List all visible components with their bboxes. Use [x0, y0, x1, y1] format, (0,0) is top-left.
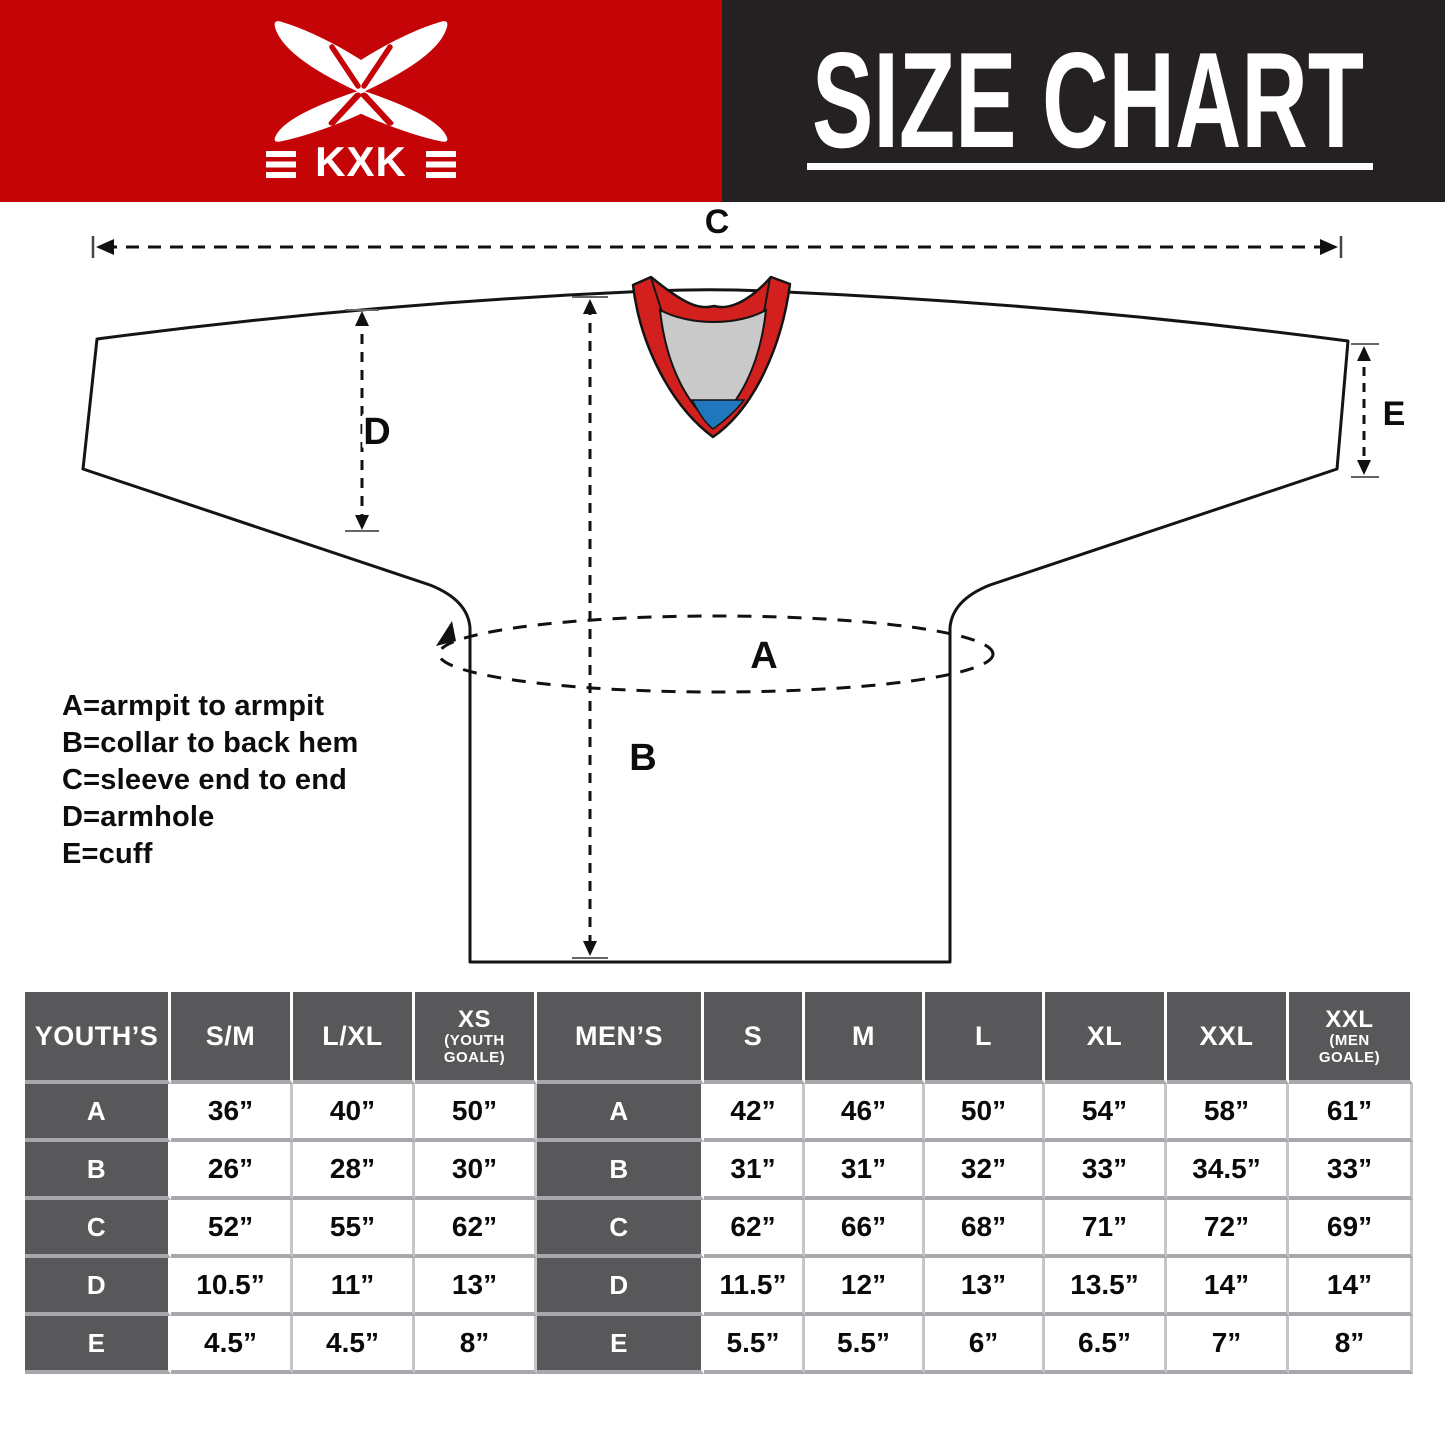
measure-arrow-b: [572, 296, 608, 959]
jersey-outline: [81, 288, 1350, 964]
size-cell: 33”: [1289, 1142, 1413, 1200]
size-cell: 50”: [925, 1084, 1045, 1142]
size-cell: 11”: [293, 1258, 415, 1316]
legend-line-a: A=armpit to armpit: [62, 690, 325, 722]
measure-arrow-c: [91, 236, 1343, 258]
jersey-measurement-diagram: C D B A E: [81, 203, 1406, 964]
size-cell: 13.5”: [1045, 1258, 1167, 1316]
row-label: A: [537, 1084, 704, 1142]
size-cell: 28”: [293, 1142, 415, 1200]
size-cell: 33”: [1045, 1142, 1167, 1200]
size-cell: 26”: [171, 1142, 293, 1200]
collar-blue-insert: [690, 399, 746, 430]
column-header: S/M: [171, 992, 293, 1084]
size-cell: 46”: [805, 1084, 925, 1142]
collar-inner-gray: [658, 308, 768, 428]
size-cell: 31”: [805, 1142, 925, 1200]
column-header: XXL: [1167, 992, 1289, 1084]
page-title: SIZE CHART: [812, 24, 1364, 176]
size-cell: 69”: [1289, 1200, 1413, 1258]
legend-line-c: C=sleeve end to end: [62, 764, 348, 796]
collar: [631, 275, 792, 439]
title-banner: SIZE CHART: [722, 0, 1445, 202]
size-cell: 68”: [925, 1200, 1045, 1258]
row-label: B: [537, 1142, 704, 1200]
size-cell: 62”: [704, 1200, 805, 1258]
size-cell: 36”: [171, 1084, 293, 1142]
column-header: XS (YOUTH GOALE): [415, 992, 537, 1084]
size-cell: 13”: [925, 1258, 1045, 1316]
title-underline: [807, 163, 1373, 170]
row-label: C: [537, 1200, 704, 1258]
triple-bar-icon: [266, 151, 456, 178]
legend-line-e: E=cuff: [62, 838, 153, 870]
column-header: XXL (MEN GOALE): [1289, 992, 1413, 1084]
size-cell: 66”: [805, 1200, 925, 1258]
size-cell: 5.5”: [704, 1316, 805, 1374]
row-label: D: [25, 1258, 171, 1316]
column-header: XL: [1045, 992, 1167, 1084]
row-label: B: [25, 1142, 171, 1200]
size-cell: 14”: [1289, 1258, 1413, 1316]
size-cell: 31”: [704, 1142, 805, 1200]
row-label: D: [537, 1258, 704, 1316]
row-label: E: [25, 1316, 171, 1374]
size-cell: 8”: [415, 1316, 537, 1374]
size-cell: 42”: [704, 1084, 805, 1142]
size-cell: 50”: [415, 1084, 537, 1142]
size-cell: 30”: [415, 1142, 537, 1200]
row-label: A: [25, 1084, 171, 1142]
size-cell: 55”: [293, 1200, 415, 1258]
row-label: C: [25, 1200, 171, 1258]
size-cell: 34.5”: [1167, 1142, 1289, 1200]
size-cell: 5.5”: [805, 1316, 925, 1374]
section-title-youth: YOUTH’S: [25, 992, 171, 1084]
size-table: YOUTH’S S/M L/XL XS (YOUTH GOALE) MEN’S …: [25, 992, 1413, 1374]
legend-line-b: B=collar to back hem: [62, 727, 359, 759]
brand-banner: KXK: [0, 0, 722, 202]
size-cell: 4.5”: [293, 1316, 415, 1374]
size-cell: 54”: [1045, 1084, 1167, 1142]
size-cell: 14”: [1167, 1258, 1289, 1316]
size-cell: 32”: [925, 1142, 1045, 1200]
size-cell: 11.5”: [704, 1258, 805, 1316]
size-cell: 61”: [1289, 1084, 1413, 1142]
brand-name: KXK: [315, 138, 407, 185]
label-e: E: [1383, 395, 1406, 433]
row-label: E: [537, 1316, 704, 1374]
size-cell: 52”: [171, 1200, 293, 1258]
label-a: A: [750, 635, 777, 677]
size-cell: 4.5”: [171, 1316, 293, 1374]
size-cell: 10.5”: [171, 1258, 293, 1316]
label-d: D: [363, 411, 390, 453]
label-c: C: [705, 203, 730, 241]
size-cell: 62”: [415, 1200, 537, 1258]
label-b: B: [629, 737, 656, 779]
size-cell: 6.5”: [1045, 1316, 1167, 1374]
measure-ellipse-a: [436, 614, 995, 694]
size-cell: 58”: [1167, 1084, 1289, 1142]
section-title-men: MEN’S: [537, 992, 704, 1084]
measure-arrow-d: [345, 309, 379, 532]
size-cell: 12”: [805, 1258, 925, 1316]
legend-line-d: D=armhole: [62, 801, 215, 833]
column-header: S: [704, 992, 805, 1084]
size-cell: 8”: [1289, 1316, 1413, 1374]
size-cell: 40”: [293, 1084, 415, 1142]
size-cell: 13”: [415, 1258, 537, 1316]
size-cell: 72”: [1167, 1200, 1289, 1258]
measurement-legend: A=armpit to armpit B=collar to back hem …: [62, 688, 359, 873]
size-cell: 6”: [925, 1316, 1045, 1374]
size-cell: 71”: [1045, 1200, 1167, 1258]
kxk-logo-icon: KXK: [266, 21, 456, 185]
size-cell: 7”: [1167, 1316, 1289, 1374]
column-header: L/XL: [293, 992, 415, 1084]
column-header: L: [925, 992, 1045, 1084]
column-header: M: [805, 992, 925, 1084]
measure-arrow-e: [1351, 343, 1379, 478]
